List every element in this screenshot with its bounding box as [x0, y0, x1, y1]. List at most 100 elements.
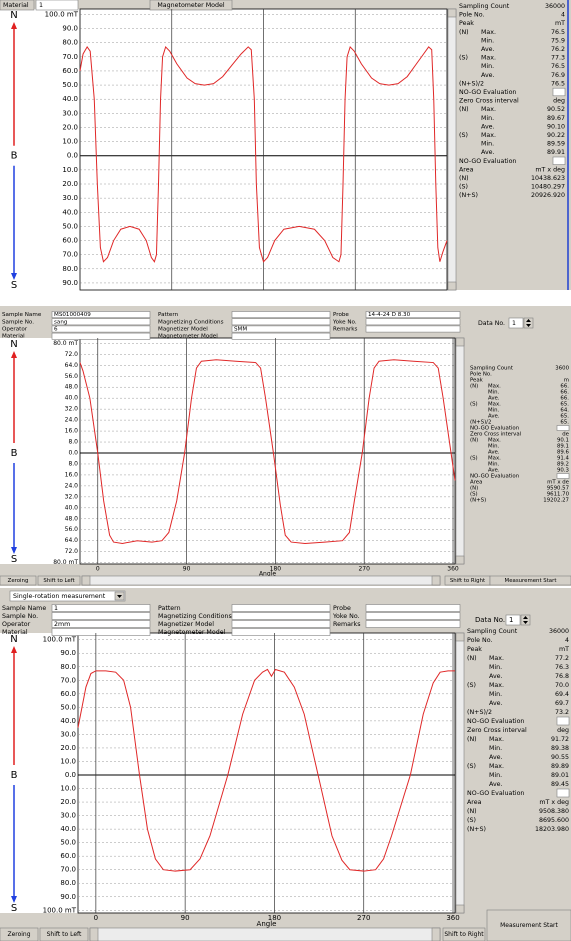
scroll-down[interactable] — [455, 555, 465, 565]
stat-value: 66. — [560, 384, 569, 390]
vertical-scrollbar[interactable] — [455, 337, 465, 565]
horizontal-scrollbar[interactable] — [81, 575, 441, 586]
stat-value: 90.3 — [557, 468, 569, 474]
scroll-up[interactable] — [447, 8, 457, 18]
vertical-scrollbar[interactable] — [455, 632, 465, 914]
button[interactable] — [0, 927, 39, 941]
button-label: Shift to Left — [47, 931, 82, 938]
data-no-label: Data No. — [475, 616, 505, 624]
button[interactable] — [486, 909, 571, 941]
material-input[interactable] — [35, 0, 79, 11]
y-tick-label: 56.0 — [65, 526, 79, 533]
field-input[interactable] — [365, 311, 461, 318]
field-label: Pattern — [158, 312, 179, 318]
field-input[interactable] — [231, 620, 331, 628]
field-input[interactable] — [231, 628, 331, 636]
stat-group: (N) — [470, 438, 478, 444]
vertical-scrollbar[interactable] — [447, 8, 457, 291]
y-tick-label: 30.0 — [62, 194, 78, 202]
y-tick-label: 64.0 — [65, 362, 79, 369]
field-input[interactable] — [365, 325, 461, 333]
field-input[interactable] — [365, 612, 461, 620]
y-tick-label: 60.0 — [60, 852, 76, 860]
field-input[interactable] — [231, 311, 331, 318]
axis-area — [0, 9, 80, 290]
button[interactable] — [37, 575, 81, 586]
evaluation-box — [556, 425, 570, 431]
y-tick-label: 90.0 — [60, 893, 76, 901]
stat-value: mT x deg — [535, 166, 565, 173]
stat-sub-label: Ave. — [481, 46, 495, 53]
field-input[interactable] — [365, 620, 461, 628]
field-input[interactable] — [231, 604, 331, 612]
y-tick-label: 10.0 — [62, 166, 78, 174]
field-input[interactable] — [51, 318, 151, 326]
field-input[interactable] — [231, 325, 331, 333]
stat-value: m — [564, 378, 569, 384]
field-input[interactable] — [51, 332, 151, 340]
stat-value: 76.8 — [555, 673, 569, 680]
stat-label: Peak — [459, 20, 474, 27]
scroll-right[interactable] — [431, 927, 441, 941]
scroll-right[interactable] — [431, 575, 441, 586]
data-no-input[interactable] — [508, 317, 524, 329]
stat-label: Pole No. — [467, 637, 493, 644]
field-label: Remarks — [333, 621, 360, 628]
field-input[interactable] — [365, 604, 461, 612]
stat-label: Pole No. — [470, 372, 492, 378]
stat-label: Peak — [467, 646, 482, 653]
stat-value: 90.52 — [547, 106, 565, 113]
scroll-left[interactable] — [89, 927, 99, 941]
y-tick-label: 32.0 — [65, 493, 79, 500]
stat-sub-label: Min. — [489, 772, 502, 779]
stat-group: (N+S)/2 — [467, 709, 492, 716]
y-tick-label: 80.0 mT — [53, 340, 78, 347]
field-label: Probe — [333, 312, 349, 318]
stat-value: 77.2 — [555, 655, 569, 662]
stat-group: (S) — [470, 402, 478, 408]
button[interactable] — [442, 927, 486, 941]
scroll-down[interactable] — [447, 281, 457, 291]
field-input[interactable] — [51, 311, 151, 318]
stat-sub-label: Ave. — [488, 396, 500, 402]
x-tick-label: 180 — [270, 566, 282, 573]
field-input[interactable] — [365, 318, 461, 326]
stat-sub-label: Ave. — [489, 781, 503, 788]
button[interactable] — [39, 927, 89, 941]
field-input[interactable] — [231, 318, 331, 326]
magnetometer-tab[interactable] — [149, 0, 233, 11]
y-tick-label: 20.0 — [60, 798, 76, 806]
stat-label: Pole No. — [459, 12, 485, 19]
field-input[interactable] — [231, 612, 331, 620]
button[interactable] — [489, 575, 571, 586]
field-input[interactable] — [51, 325, 151, 333]
y-tick-label: 24.0 — [65, 482, 79, 489]
field-input[interactable] — [231, 332, 331, 340]
stat-sub-label: Min. — [481, 37, 494, 44]
scroll-up[interactable] — [455, 337, 465, 347]
data-no-input[interactable] — [505, 614, 521, 626]
y-tick-label: 72.0 — [65, 351, 79, 358]
y-tick-label: 10.0 — [60, 757, 76, 765]
stat-sub-label: Ave. — [481, 72, 495, 79]
y-tick-label: 70.0 — [62, 251, 78, 259]
button[interactable] — [0, 575, 37, 586]
evaluation-label: NO-GO Evaluation — [459, 158, 516, 165]
scroll-left[interactable] — [81, 575, 91, 586]
north-arrow-head — [11, 351, 17, 358]
scroll-up[interactable] — [455, 632, 465, 642]
data-no-spinner[interactable] — [523, 317, 534, 329]
scroll-down[interactable] — [455, 904, 465, 914]
field-input[interactable] — [51, 620, 151, 628]
field-input[interactable] — [51, 628, 151, 636]
x-tick-label: 360 — [446, 914, 459, 922]
mode-dropdown[interactable] — [9, 590, 126, 602]
data-no-spinner[interactable] — [520, 614, 531, 626]
stat-value: 89.67 — [547, 115, 565, 122]
field-input[interactable] — [51, 604, 151, 612]
field-input[interactable] — [51, 612, 151, 620]
y-tick-label: 60.0 — [62, 67, 78, 75]
horizontal-scrollbar[interactable] — [89, 927, 441, 941]
stat-value: 10438.623 — [531, 175, 565, 182]
